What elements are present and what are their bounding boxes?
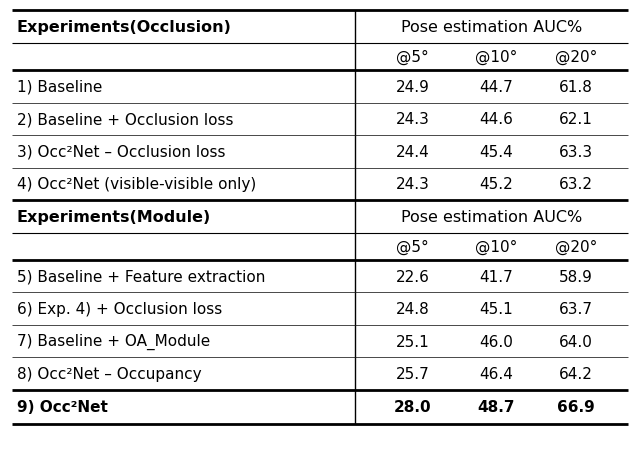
Text: 2) Baseline + Occlusion loss: 2) Baseline + Occlusion loss	[17, 112, 233, 127]
Text: 24.9: 24.9	[396, 79, 429, 95]
Text: 45.4: 45.4	[479, 144, 513, 160]
Text: 28.0: 28.0	[394, 400, 431, 414]
Text: 44.6: 44.6	[479, 112, 513, 127]
Text: 62.1: 62.1	[559, 112, 593, 127]
Text: Pose estimation AUC%: Pose estimation AUC%	[401, 20, 582, 35]
Text: 24.3: 24.3	[396, 112, 429, 127]
Text: Pose estimation AUC%: Pose estimation AUC%	[401, 209, 582, 225]
Text: 45.2: 45.2	[479, 177, 513, 192]
Text: 66.9: 66.9	[557, 400, 595, 414]
Text: 46.0: 46.0	[479, 334, 513, 349]
Text: 46.4: 46.4	[479, 366, 513, 382]
Text: 64.2: 64.2	[559, 366, 593, 382]
Text: 58.9: 58.9	[559, 269, 593, 284]
Text: 24.3: 24.3	[396, 177, 429, 192]
Text: 9) Occ²Net: 9) Occ²Net	[17, 400, 108, 414]
Text: 44.7: 44.7	[479, 79, 513, 95]
Text: Experiments(Occlusion): Experiments(Occlusion)	[17, 20, 232, 35]
Text: 41.7: 41.7	[479, 269, 513, 284]
Text: 48.7: 48.7	[477, 400, 515, 414]
Text: @5°: @5°	[396, 239, 429, 254]
Text: 63.7: 63.7	[559, 301, 593, 317]
Text: 63.3: 63.3	[559, 144, 593, 160]
Text: 63.2: 63.2	[559, 177, 593, 192]
Text: 3) Occ²Net – Occlusion loss: 3) Occ²Net – Occlusion loss	[17, 144, 225, 160]
Text: 45.1: 45.1	[479, 301, 513, 317]
Text: 4) Occ²Net (visible-visible only): 4) Occ²Net (visible-visible only)	[17, 177, 256, 192]
Text: 6) Exp. 4) + Occlusion loss: 6) Exp. 4) + Occlusion loss	[17, 301, 222, 317]
Text: 64.0: 64.0	[559, 334, 593, 349]
Text: 61.8: 61.8	[559, 79, 593, 95]
Text: 8) Occ²Net – Occupancy: 8) Occ²Net – Occupancy	[17, 366, 201, 382]
Text: 1) Baseline: 1) Baseline	[17, 79, 102, 95]
Text: @20°: @20°	[555, 50, 597, 65]
Text: Experiments(Module): Experiments(Module)	[17, 209, 211, 225]
Text: 7) Baseline + OA_Module: 7) Baseline + OA_Module	[17, 333, 210, 350]
Text: 25.1: 25.1	[396, 334, 429, 349]
Text: 24.8: 24.8	[396, 301, 429, 317]
Text: @10°: @10°	[475, 239, 517, 254]
Text: @20°: @20°	[555, 239, 597, 254]
Text: 24.4: 24.4	[396, 144, 429, 160]
Text: 5) Baseline + Feature extraction: 5) Baseline + Feature extraction	[17, 269, 265, 284]
Text: 22.6: 22.6	[396, 269, 429, 284]
Text: @10°: @10°	[475, 50, 517, 65]
Text: 25.7: 25.7	[396, 366, 429, 382]
Text: @5°: @5°	[396, 50, 429, 65]
